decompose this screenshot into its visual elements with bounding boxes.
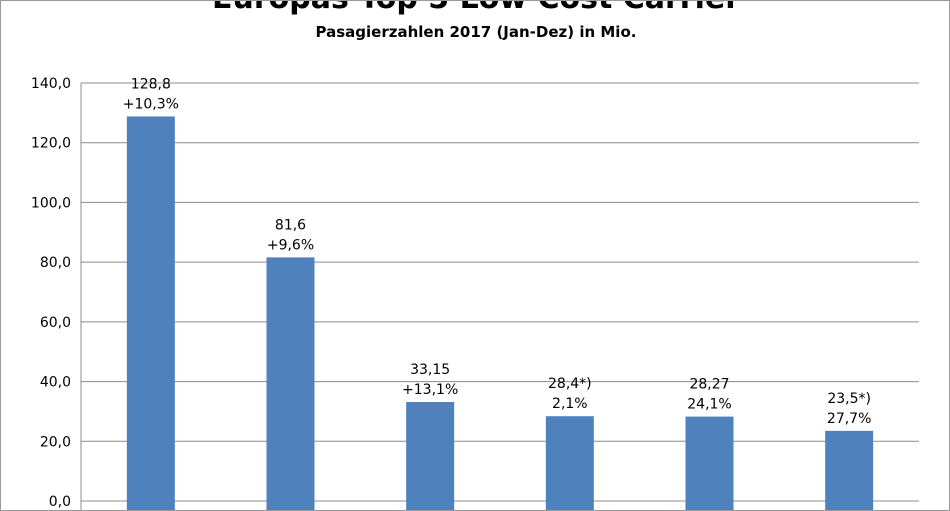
bar [266,257,315,510]
bar-change-label: 27,7% [827,411,871,427]
bar-change-label: +9,6% [267,237,314,253]
bar-change-label: +13,1% [402,382,458,398]
bar [406,402,455,510]
y-tick-label: 120,0 [31,136,71,152]
bar-value-label: 33,15 [410,362,450,378]
chart-title: Europas Top 5 Low Cost Carrier [1,1,949,16]
bar-value-label: 23,5*) [827,391,871,407]
bar [685,416,734,510]
y-tick-label: 80,0 [40,255,71,271]
bar [825,430,874,510]
y-tick-label: 0,0 [49,494,71,510]
bar-change-label: +10,3% [123,96,179,112]
bar-value-label: 28,4*) [548,376,592,392]
bar-value-label: 128,8 [131,76,171,92]
y-tick-label: 60,0 [40,315,71,331]
y-tick-label: 40,0 [40,375,71,391]
y-tick-label: 20,0 [40,434,71,450]
bar-change-label: 2,1% [552,396,588,412]
y-tick-label: 140,0 [31,76,71,92]
bar-value-label: 28,27 [689,377,729,393]
chart-subtitle: Pasagierzahlen 2017 (Jan-Dez) in Mio. [315,23,637,41]
bar-value-label: 81,6 [275,217,306,233]
bar [126,116,175,510]
bar [545,416,594,510]
bar-change-label: 24,1% [687,397,731,413]
y-tick-label: 100,0 [31,195,71,211]
